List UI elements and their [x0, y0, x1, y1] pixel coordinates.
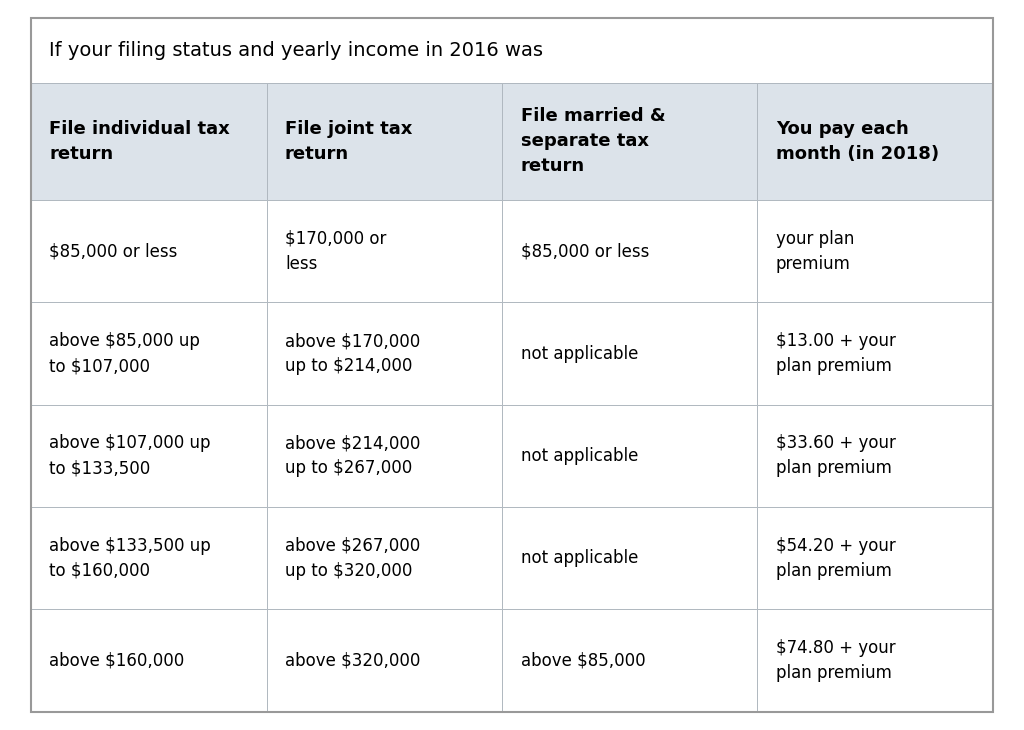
Text: $13.00 + your
plan premium: $13.00 + your plan premium [776, 332, 896, 375]
Text: not applicable: not applicable [521, 345, 638, 363]
Text: above $170,000
up to $214,000: above $170,000 up to $214,000 [285, 332, 420, 375]
Text: $170,000 or
less: $170,000 or less [285, 230, 386, 273]
Text: You pay each
month (in 2018): You pay each month (in 2018) [776, 120, 939, 163]
Bar [31, 18, 993, 82]
Text: If your filing status and yearly income in 2016 was: If your filing status and yearly income … [49, 41, 543, 60]
Bar [266, 507, 503, 610]
Text: above $85,000: above $85,000 [521, 652, 645, 669]
Bar [31, 82, 266, 200]
Bar [31, 302, 266, 405]
Text: $74.80 + your
plan premium: $74.80 + your plan premium [776, 639, 896, 682]
Bar [758, 405, 993, 507]
Bar [266, 200, 503, 302]
Bar [503, 302, 758, 405]
Bar [758, 82, 993, 200]
Text: $85,000 or less: $85,000 or less [49, 242, 177, 261]
Bar [31, 610, 266, 712]
Text: above $85,000 up
to $107,000: above $85,000 up to $107,000 [49, 332, 200, 375]
Text: File married &
separate tax
return: File married & separate tax return [521, 107, 666, 175]
Bar [503, 507, 758, 610]
Text: above $267,000
up to $320,000: above $267,000 up to $320,000 [285, 537, 420, 580]
Bar [503, 82, 758, 200]
Bar [758, 610, 993, 712]
Text: not applicable: not applicable [521, 447, 638, 465]
Bar [503, 200, 758, 302]
Bar [266, 302, 503, 405]
Text: File joint tax
return: File joint tax return [285, 120, 413, 163]
Text: above $107,000 up
to $133,500: above $107,000 up to $133,500 [49, 434, 211, 477]
Bar [31, 405, 266, 507]
Bar [31, 200, 266, 302]
Bar [31, 507, 266, 610]
Text: $54.20 + your
plan premium: $54.20 + your plan premium [776, 537, 896, 580]
Text: File individual tax
return: File individual tax return [49, 120, 230, 163]
Bar [758, 507, 993, 610]
Bar [266, 82, 503, 200]
Text: above $160,000: above $160,000 [49, 652, 184, 669]
Bar [266, 405, 503, 507]
Text: $85,000 or less: $85,000 or less [521, 242, 649, 261]
Text: your plan
premium: your plan premium [776, 230, 854, 273]
Bar [503, 610, 758, 712]
Bar [503, 405, 758, 507]
Bar [266, 610, 503, 712]
Text: $33.60 + your
plan premium: $33.60 + your plan premium [776, 434, 896, 477]
Bar [758, 200, 993, 302]
Text: above $214,000
up to $267,000: above $214,000 up to $267,000 [285, 434, 421, 477]
Text: above $133,500 up
to $160,000: above $133,500 up to $160,000 [49, 537, 211, 580]
Bar [758, 302, 993, 405]
Text: above $320,000: above $320,000 [285, 652, 421, 669]
Text: not applicable: not applicable [521, 549, 638, 567]
